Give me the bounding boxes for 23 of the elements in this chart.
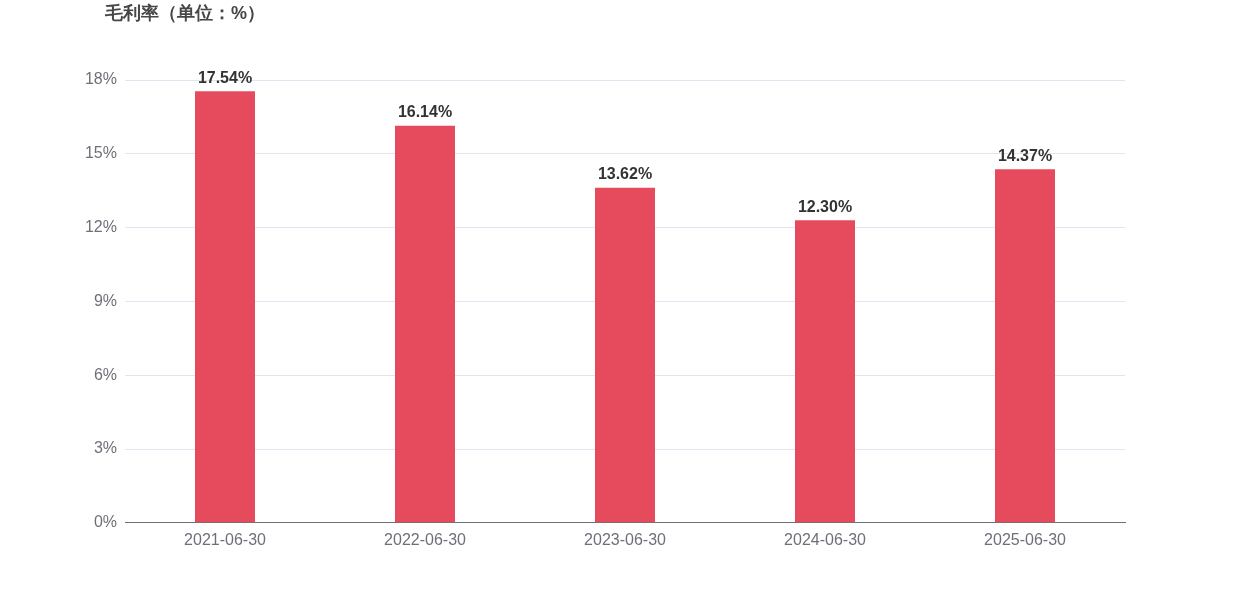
chart-title: 毛利率（单位：%） bbox=[105, 2, 266, 25]
x-tick-label: 2024-06-30 bbox=[784, 530, 867, 548]
y-tick-label: 6% bbox=[93, 365, 117, 383]
x-tick-label: 2021-06-30 bbox=[184, 530, 267, 548]
y-tick-label: 12% bbox=[84, 218, 117, 236]
x-tick-label: 2023-06-30 bbox=[584, 530, 667, 548]
data-label: 14.37% bbox=[997, 146, 1053, 164]
x-tick-label: 2022-06-30 bbox=[384, 530, 467, 548]
bar bbox=[795, 220, 855, 523]
y-tick-label: 9% bbox=[93, 291, 117, 309]
data-label: 12.30% bbox=[797, 197, 853, 215]
y-tick-label: 15% bbox=[84, 144, 117, 162]
data-label: 16.14% bbox=[397, 103, 453, 121]
bar bbox=[995, 169, 1055, 523]
x-tick-label: 2025-06-30 bbox=[984, 530, 1067, 548]
bar bbox=[195, 91, 255, 523]
y-tick-label: 0% bbox=[93, 513, 117, 531]
bar bbox=[595, 187, 655, 523]
y-tick-label: 18% bbox=[84, 70, 117, 88]
y-tick-label: 3% bbox=[93, 439, 117, 457]
bar bbox=[395, 125, 455, 523]
data-label: 17.54% bbox=[197, 68, 253, 86]
data-label: 13.62% bbox=[597, 165, 653, 183]
